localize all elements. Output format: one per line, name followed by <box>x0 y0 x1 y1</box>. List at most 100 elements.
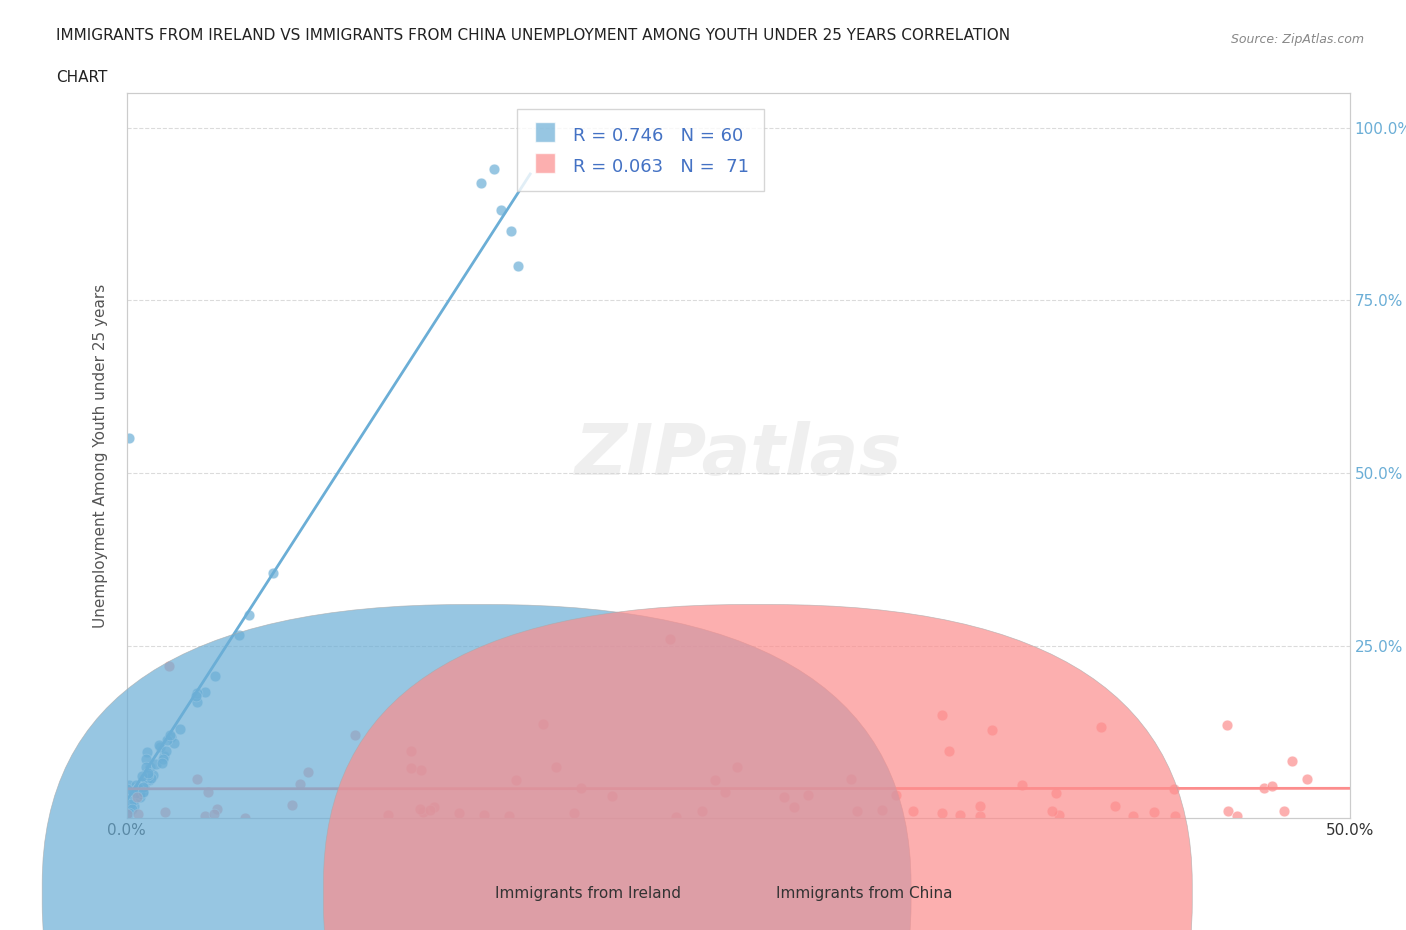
Point <box>470 176 492 191</box>
Point <box>713 784 735 799</box>
Point <box>125 781 148 796</box>
Point <box>207 802 229 817</box>
Point <box>156 732 179 747</box>
Point <box>845 804 868 818</box>
Point <box>1216 804 1239 818</box>
Point <box>129 787 152 802</box>
Point <box>238 607 260 622</box>
Point <box>412 804 434 819</box>
Point <box>401 761 423 776</box>
Point <box>141 771 163 786</box>
Point <box>562 805 585 820</box>
Point <box>233 811 256 826</box>
Text: Immigrants from China: Immigrants from China <box>776 886 953 901</box>
Point <box>129 785 152 800</box>
Point <box>169 722 191 737</box>
Point <box>122 799 145 814</box>
Point <box>159 727 181 742</box>
Point <box>409 762 432 777</box>
Point <box>125 785 148 800</box>
Text: Source: ZipAtlas.com: Source: ZipAtlas.com <box>1230 33 1364 46</box>
Point <box>186 695 208 710</box>
Point <box>228 628 250 643</box>
Point <box>153 805 176 820</box>
Point <box>690 804 713 818</box>
Point <box>1104 799 1126 814</box>
Point <box>142 767 165 782</box>
Point <box>499 224 522 239</box>
Point <box>949 807 972 822</box>
Point <box>131 779 153 794</box>
Point <box>489 203 512 218</box>
Point <box>121 802 143 817</box>
Point <box>139 759 162 774</box>
Point <box>969 809 991 824</box>
Point <box>377 808 399 823</box>
Point <box>131 768 153 783</box>
Point <box>602 789 624 804</box>
Point <box>120 797 142 812</box>
Point <box>1261 778 1284 793</box>
Point <box>546 760 568 775</box>
Point <box>506 259 529 273</box>
Point <box>115 781 138 796</box>
Point <box>160 730 183 745</box>
Point <box>938 744 960 759</box>
Text: IMMIGRANTS FROM IRELAND VS IMMIGRANTS FROM CHINA UNEMPLOYMENT AMONG YOUTH UNDER : IMMIGRANTS FROM IRELAND VS IMMIGRANTS FR… <box>56 28 1011 43</box>
Point <box>569 780 592 795</box>
Point <box>1164 809 1187 824</box>
Point <box>118 777 141 792</box>
Legend: R = 0.746   N = 60, R = 0.063   N =  71: R = 0.746 N = 60, R = 0.063 N = 71 <box>517 110 763 192</box>
Point <box>136 767 159 782</box>
Point <box>194 684 217 699</box>
Point <box>204 669 226 684</box>
Point <box>290 777 312 791</box>
Point <box>1281 754 1303 769</box>
Point <box>1143 804 1166 819</box>
Point <box>1215 717 1237 732</box>
Point <box>1045 786 1067 801</box>
Point <box>659 631 682 646</box>
Point <box>1042 804 1064 818</box>
Point <box>163 736 186 751</box>
Point <box>297 764 319 779</box>
Point <box>145 757 167 772</box>
Point <box>197 785 219 800</box>
Point <box>202 806 225 821</box>
Point <box>115 806 138 821</box>
Point <box>153 749 176 764</box>
Point <box>149 740 172 755</box>
Point <box>122 793 145 808</box>
Point <box>184 688 207 703</box>
Point <box>531 716 554 731</box>
Point <box>127 806 149 821</box>
Point <box>132 784 155 799</box>
Point <box>118 805 141 820</box>
Point <box>797 788 820 803</box>
Point <box>344 727 367 742</box>
Point <box>262 565 284 580</box>
Point <box>903 804 925 818</box>
Point <box>117 802 139 817</box>
Point <box>1011 778 1033 793</box>
Point <box>870 803 893 817</box>
Point <box>505 773 527 788</box>
Point <box>125 789 148 804</box>
Point <box>447 805 470 820</box>
Point <box>157 659 180 674</box>
Point <box>401 743 423 758</box>
Point <box>136 745 159 760</box>
Text: ZIPatlas: ZIPatlas <box>575 421 901 490</box>
Point <box>931 708 953 723</box>
Point <box>134 771 156 786</box>
Text: Immigrants from Ireland: Immigrants from Ireland <box>495 886 681 901</box>
Point <box>482 162 505 177</box>
Point <box>148 737 170 752</box>
Point <box>127 780 149 795</box>
Y-axis label: Unemployment Among Youth under 25 years: Unemployment Among Youth under 25 years <box>93 284 108 628</box>
Point <box>884 788 907 803</box>
Point <box>839 772 862 787</box>
Point <box>138 766 160 781</box>
Point <box>152 751 174 766</box>
Point <box>132 785 155 800</box>
